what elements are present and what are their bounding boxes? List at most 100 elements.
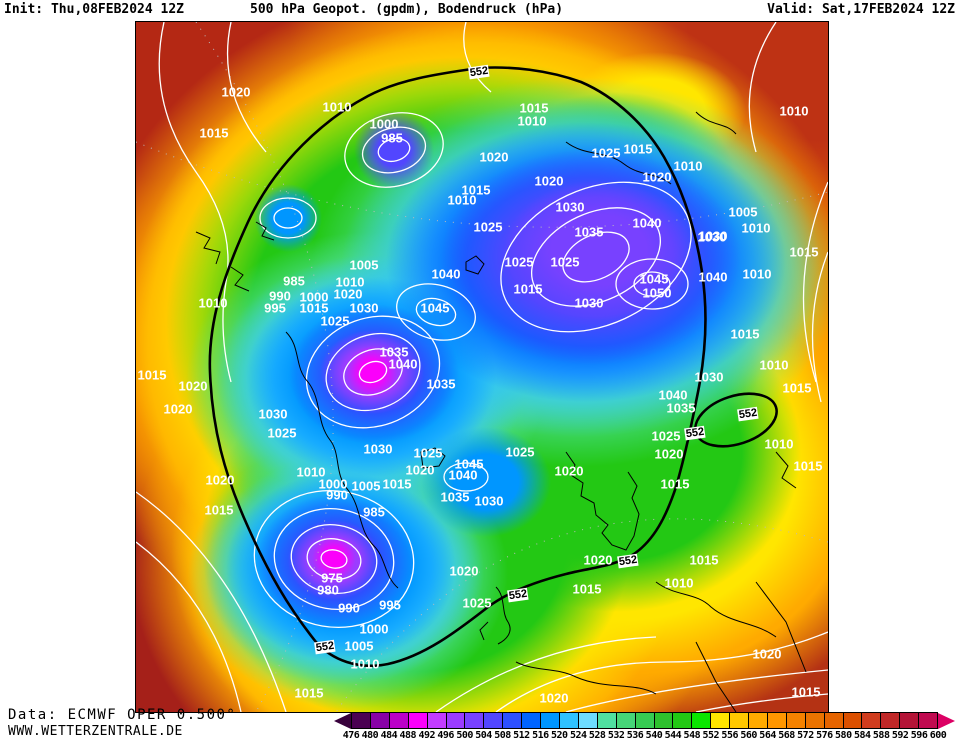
colorbar-swatch xyxy=(540,713,559,728)
pressure-label: 1015 xyxy=(294,685,324,701)
pressure-label: 1010 xyxy=(741,220,771,236)
pressure-label: 1020 xyxy=(163,401,193,417)
colorbar-swatch xyxy=(748,713,767,728)
pressure-label: 1005 xyxy=(344,638,374,654)
pressure-label: 1025 xyxy=(462,595,492,611)
colorbar-tick: 596 xyxy=(910,730,928,741)
pressure-label: 985 xyxy=(381,130,403,146)
pressure-label: 1025 xyxy=(505,444,535,460)
pressure-label: 1015 xyxy=(461,182,491,198)
colorbar-tick: 584 xyxy=(853,730,871,741)
pressure-label: 1000 xyxy=(359,621,389,637)
pressure-label: 975 xyxy=(321,570,343,586)
colorbar-tick: 508 xyxy=(494,730,511,741)
colorbar-tick: 488 xyxy=(399,730,417,741)
colorbar-tick: 536 xyxy=(626,730,644,741)
pressure-label: 1020 xyxy=(554,463,584,479)
pressure-label: 990 xyxy=(269,288,291,304)
colorbar-swatch xyxy=(502,713,522,728)
colorbar-swatch xyxy=(483,713,503,728)
colorbar-swatch xyxy=(842,713,862,728)
colorbar-tick: 540 xyxy=(645,730,663,741)
pressure-label: 1015 xyxy=(623,141,653,157)
pressure-label: 1030 xyxy=(363,441,393,457)
pressure-label: 1010 xyxy=(322,99,352,115)
pressure-label: 1015 xyxy=(789,244,819,260)
colorbar-tick: 576 xyxy=(816,730,833,741)
chart-title: 500 hPa Geopot. (gpdm), Bodendruck (hPa) xyxy=(250,2,564,17)
colorbar-tick: 504 xyxy=(475,730,492,741)
pressure-label: 985 xyxy=(283,273,305,289)
contour-overlay xyxy=(136,22,828,712)
pressure-label: 1030 xyxy=(698,228,728,244)
pressure-label: 1015 xyxy=(519,100,549,116)
colorbar-swatch xyxy=(710,713,730,728)
colorbar-tick: 532 xyxy=(607,730,625,741)
colorbar-swatch xyxy=(634,713,654,728)
pressure-label: 1025 xyxy=(320,313,350,329)
pressure-label: 1010 xyxy=(350,656,380,672)
colorbar-tick: 572 xyxy=(797,730,814,741)
colorbar-swatch xyxy=(823,713,843,728)
pressure-label: 1040 xyxy=(388,356,418,372)
pressure-label: 1025 xyxy=(550,254,580,270)
colorbar-tick: 600 xyxy=(929,730,947,741)
pressure-label: 1030 xyxy=(694,369,724,385)
colorbar-tick: 560 xyxy=(740,730,757,741)
pressure-label: 1010 xyxy=(296,464,326,480)
pressure-label: 1020 xyxy=(178,378,208,394)
colorbar-tick: 516 xyxy=(532,730,549,741)
colorbar-swatch xyxy=(766,713,786,728)
weather-map: 1020 1015 1010 1000 985 1015 1010 1020 1025 1015 1… xyxy=(135,21,829,713)
colorbar-tick: 496 xyxy=(437,730,454,741)
pressure-label: 1020 xyxy=(654,446,684,462)
colorbar-swatch xyxy=(558,713,578,728)
colorbar-swatch xyxy=(596,713,616,728)
pressure-label: 1015 xyxy=(689,552,719,568)
pressure-label: 1005 xyxy=(349,257,379,273)
colorbar-tick: 592 xyxy=(891,730,909,741)
pressure-label: 1015 xyxy=(782,380,812,396)
pressure-label: 1040 xyxy=(632,215,662,231)
pressure-label: 1015 xyxy=(513,281,543,297)
colorbar-tick: 476 xyxy=(342,730,360,741)
pressure-label: 1050 xyxy=(642,285,672,301)
pressure-label: 1010 xyxy=(447,192,477,208)
pressure-label: 1000 xyxy=(318,476,348,492)
colorbar-legend: 476 480 484 488 492 496 500 504 508 512 516 520 524 5… xyxy=(334,712,959,741)
pressure-label: 1025 xyxy=(413,445,443,461)
colorbar-swatch xyxy=(352,713,370,728)
pressure-label: 1015 xyxy=(730,326,760,342)
colorbar-tick: 564 xyxy=(759,730,776,741)
pressure-label: 1010 xyxy=(198,295,228,311)
pressure-label: 1010 xyxy=(742,266,772,282)
pressure-label: 1015 xyxy=(382,476,412,492)
pressure-label: 1030 xyxy=(349,300,379,316)
colorbar-tick: 524 xyxy=(569,730,587,741)
pressure-label: 1015 xyxy=(299,300,329,316)
colorbar-tick: 588 xyxy=(872,730,890,741)
colorbar-swatch xyxy=(691,713,711,728)
data-source-label: Data: ECMWF OPER 0.500° xyxy=(8,707,237,723)
pressure-label: 995 xyxy=(264,300,286,316)
pressure-label: 1025 xyxy=(267,425,297,441)
isobar-arcs xyxy=(136,22,828,712)
isobar-rings xyxy=(253,112,692,629)
pressure-label: 1020 xyxy=(333,286,363,302)
pressure-label: 1020 xyxy=(534,173,564,189)
pressure-label: 1040 xyxy=(698,269,728,285)
pressure-label: 1005 xyxy=(351,478,381,494)
colorbar-tick: 512 xyxy=(513,730,530,741)
colorbar-tick: 580 xyxy=(835,730,852,741)
colorbar-swatch xyxy=(899,713,919,728)
pressure-label: 1010 xyxy=(673,158,703,174)
valid-time-label: Valid: Sat,17FEB2024 12Z xyxy=(767,2,955,17)
colorbar-swatch xyxy=(672,713,692,728)
pressure-label: 1020 xyxy=(405,462,435,478)
pressure-label: 1035 xyxy=(666,400,696,416)
colorbar-swatch xyxy=(577,713,597,728)
pressure-label: 1020 xyxy=(479,149,509,165)
pressure-label: 1015 xyxy=(660,476,690,492)
pressure-label: 1010 xyxy=(779,103,809,119)
